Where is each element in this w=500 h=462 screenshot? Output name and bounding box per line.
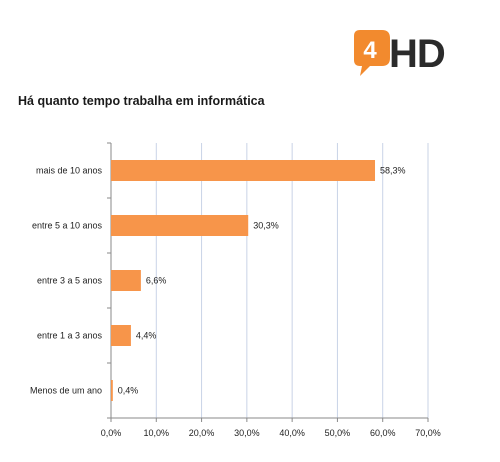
data-label: 30,3% [253,221,279,231]
x-tick-label: 70,0% [415,428,441,438]
x-tick-labels: 0,0% 10,0% 20,0% 30,0% 40,0% 50,0% 60,0% 70,0% [101,428,441,438]
logo-text: HD [389,32,446,76]
bar [111,325,131,346]
x-tick-label: 50,0% [325,428,351,438]
bar [111,160,376,181]
bar [111,215,249,236]
chart-grid [155,143,429,418]
bar [111,270,141,291]
bar [111,380,113,401]
category-label: entre 1 a 3 anos [37,331,103,341]
value-labels: 58,3% 30,3% 6,6% 4,4% 0,4% [118,166,406,396]
category-label: entre 3 a 5 anos [37,276,103,286]
x-tick-label: 30,0% [234,428,260,438]
logo-badge-icon [354,30,390,76]
chart-bars [111,160,376,401]
x-tick-label: 40,0% [279,428,305,438]
category-labels: mais de 10 anos entre 5 a 10 anos entre 3 … [30,166,103,396]
category-label: entre 5 a 10 anos [32,221,103,231]
logo-number: 4 [363,37,377,64]
x-tick-label: 60,0% [370,428,396,438]
data-label: 4,4% [136,331,157,341]
data-label: 0,4% [118,386,139,396]
data-label: 6,6% [146,276,167,286]
x-tick-label: 10,0% [144,428,170,438]
x-tick-label: 20,0% [189,428,215,438]
data-label: 58,3% [380,166,406,176]
chart-title: Há quanto tempo trabalha em informática [18,94,265,108]
category-label: Menos de um ano [30,386,102,396]
x-tick-label: 0,0% [101,428,122,438]
category-label: mais de 10 anos [36,166,103,176]
